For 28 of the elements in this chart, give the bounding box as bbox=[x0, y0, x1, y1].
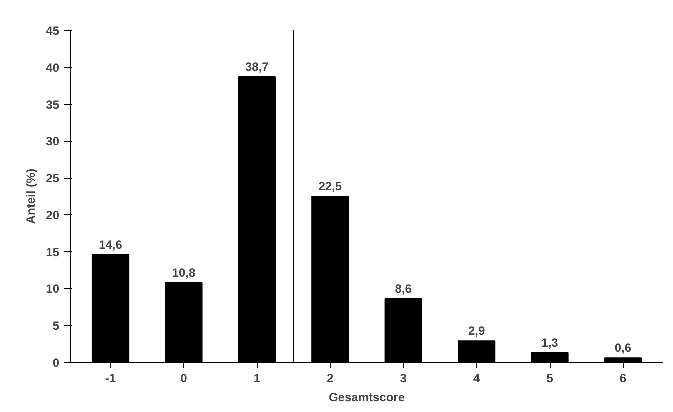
x-tick-label: -1 bbox=[105, 372, 116, 386]
x-tick-label: 3 bbox=[400, 372, 408, 386]
x-tick-label: 1 bbox=[254, 372, 261, 386]
x-tick-label: 5 bbox=[546, 372, 554, 386]
data-label: 14,6 bbox=[99, 238, 123, 252]
x-tick-label: 0 bbox=[180, 372, 188, 386]
y-tick-label: 10 bbox=[46, 282, 60, 296]
y-axis-title: Anteil (%) bbox=[24, 168, 38, 224]
x-tick-label: 4 bbox=[473, 372, 480, 386]
data-label: 38,7 bbox=[246, 60, 270, 74]
data-label: 2,9 bbox=[468, 324, 486, 338]
x-tick-label: 2 bbox=[327, 372, 334, 386]
y-tick-label: 30 bbox=[46, 134, 60, 149]
y-tick-label: 15 bbox=[46, 245, 60, 260]
data-label: 1,3 bbox=[542, 336, 559, 350]
x-axis-title: Gesamtscore bbox=[328, 390, 406, 404]
y-tick-label: 45 bbox=[46, 24, 60, 38]
data-label: 8,6 bbox=[395, 282, 412, 296]
y-tick-label: 5 bbox=[52, 319, 60, 334]
x-tick-label: 6 bbox=[620, 372, 627, 386]
data-label: 10,8 bbox=[172, 266, 196, 280]
y-tick-label: 40 bbox=[46, 60, 60, 75]
y-tick-label: 25 bbox=[46, 172, 60, 186]
data-label: 0,6 bbox=[614, 341, 632, 356]
data-label: 22,5 bbox=[318, 180, 342, 194]
y-tick-label: 20 bbox=[46, 208, 60, 222]
y-tick-label: 35 bbox=[46, 98, 60, 112]
y-tick-label: 0 bbox=[52, 356, 60, 370]
